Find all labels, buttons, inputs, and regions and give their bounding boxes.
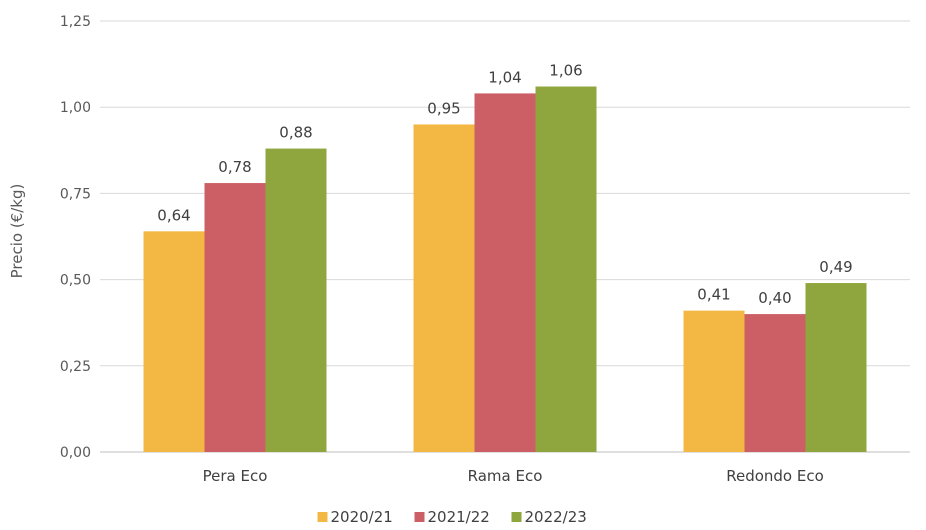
legend-label: 2021/22 [428,508,490,526]
legend-swatch [511,512,522,522]
legend-swatch [317,512,328,522]
data-label: 0,41 [697,286,730,304]
data-labels: 0,64 0,78 0,88 0,95 1,04 1,06 0,41 0,40 0,49 [157,62,852,308]
bar-2020-21-rama-eco [413,124,475,452]
y-tick-label: 0,25 [60,359,91,375]
bar-2020-21-pera-eco [143,231,205,452]
data-label: 0,78 [218,158,251,176]
y-tick-label: 0,00 [60,445,91,461]
data-label: 1,04 [488,68,521,86]
y-axis-title: Precio (€/kg) [8,184,26,279]
data-label: 0,64 [157,206,190,224]
y-tick-label: 0,75 [60,186,91,202]
data-label: 1,06 [549,62,582,80]
x-category-label: Pera Eco [203,467,268,485]
legend-label: 2020/21 [331,508,393,526]
bar-2021-22-pera-eco [204,183,266,452]
data-label: 0,40 [758,289,791,307]
bars [143,86,867,453]
legend-swatch [414,512,425,522]
bar-2021-22-redondo-eco [744,314,806,452]
y-tick-label: 1,25 [60,14,91,30]
x-axis-categories: Pera Eco Rama Eco Redondo Eco [203,467,824,485]
bar-2022-23-rama-eco [535,86,597,453]
bar-2022-23-pera-eco [265,148,327,453]
y-axis-ticks: 0,00 0,25 0,50 0,75 1,00 1,25 [60,14,91,461]
data-label: 0,95 [427,99,460,117]
data-label: 0,49 [819,258,852,276]
bar-2022-23-redondo-eco [805,283,867,452]
legend: 2020/21 2021/22 2022/23 [317,508,587,526]
bar-2021-22-rama-eco [474,93,536,453]
y-tick-label: 1,00 [60,100,91,116]
y-tick-label: 0,50 [60,273,91,289]
x-category-label: Rama Eco [468,467,543,485]
x-category-label: Redondo Eco [726,467,824,485]
bar-2020-21-redondo-eco [683,310,745,452]
legend-label: 2022/23 [525,508,587,526]
data-label: 0,88 [279,124,312,142]
